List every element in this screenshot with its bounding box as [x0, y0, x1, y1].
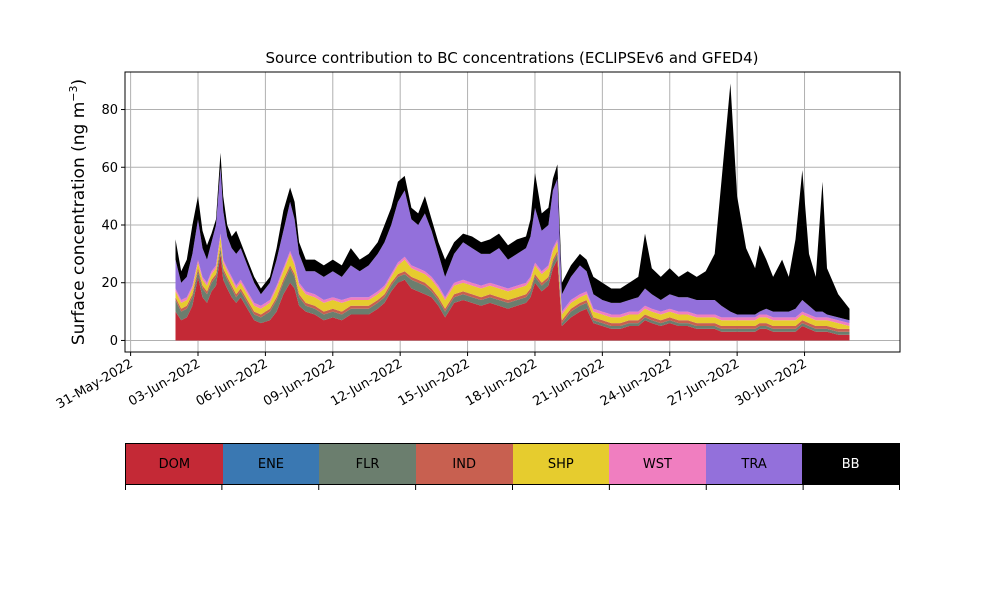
y-axis-label-end: )	[69, 79, 89, 86]
y-tick-label: 80	[101, 103, 118, 118]
y-tick-label: 40	[101, 218, 118, 233]
legend-label: ENE	[257, 456, 285, 472]
legend-item-wst: WST	[609, 444, 706, 484]
legend-label: FLR	[355, 456, 380, 472]
y-tick-label: 20	[101, 276, 118, 291]
y-axis-label: Surface concentration (ng m−3)	[67, 79, 89, 345]
y-tick-label: 60	[101, 161, 118, 176]
legend-item-flr: FLR	[319, 444, 416, 484]
legend-item-ind: IND	[415, 444, 513, 484]
area-bb	[175, 83, 850, 321]
x-tick-label: 03-Jun-2022	[126, 356, 203, 409]
x-tick-label: 21-Jun-2022	[531, 356, 608, 409]
x-tick-label: 09-Jun-2022	[261, 356, 338, 409]
chart-title: Source contribution to BC concentrations…	[265, 49, 758, 67]
legend-item-dom: DOM	[126, 444, 223, 484]
plot-frame	[124, 71, 901, 353]
colorbar-legend: DOM ENE FLR IND SHP WST TRA BB	[125, 443, 900, 485]
x-tick-label: 30-Jun-2022	[733, 356, 810, 409]
stacked-areas	[175, 83, 850, 341]
legend-item-ene: ENE	[222, 444, 320, 484]
x-tick-label: 06-Jun-2022	[194, 356, 271, 409]
x-tick-label: 24-Jun-2022	[598, 356, 675, 409]
y-axis-ticks: 0 20 40 60 80	[101, 103, 125, 349]
legend-label: DOM	[158, 456, 191, 472]
legend-label: IND	[452, 456, 476, 472]
legend-item-bb: BB	[802, 444, 899, 484]
legend-label: BB	[841, 456, 860, 472]
area-tra	[175, 167, 850, 324]
legend-label: SHP	[547, 456, 574, 472]
legend-item-shp: SHP	[512, 444, 610, 484]
x-tick-label: 31-May-2022	[54, 356, 136, 412]
legend-item-tra: TRA	[705, 444, 803, 484]
area-dom	[175, 253, 850, 341]
legend-label: TRA	[741, 456, 767, 472]
legend-label: WST	[642, 456, 672, 472]
x-tick-label: 18-Jun-2022	[463, 356, 540, 409]
y-axis-label-superscript: −3	[67, 85, 80, 101]
x-tick-label: 15-Jun-2022	[396, 356, 473, 409]
y-axis-label-main: Surface concentration (ng m	[69, 102, 89, 345]
colorbar-ticks	[125, 485, 900, 490]
x-tick-label: 12-Jun-2022	[328, 356, 405, 409]
area-shp	[175, 236, 850, 329]
x-tick-label: 27-Jun-2022	[665, 356, 742, 409]
x-axis-ticks: 31-May-202203-Jun-202206-Jun-202209-Jun-…	[54, 352, 810, 412]
y-tick-label: 0	[110, 334, 118, 349]
